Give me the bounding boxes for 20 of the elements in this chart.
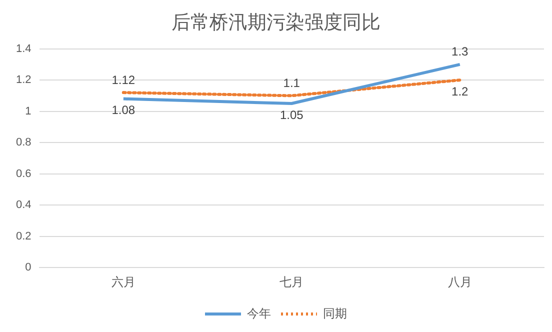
x-tick-label: 八月 bbox=[448, 275, 472, 290]
legend-label: 今年 bbox=[247, 306, 271, 320]
y-tick-label: 0.8 bbox=[16, 136, 32, 149]
data-label: 1.12 bbox=[112, 72, 136, 87]
y-tick-label: 1.2 bbox=[16, 74, 32, 86]
legend-label: 同期 bbox=[323, 306, 347, 320]
y-tick-label: 1 bbox=[25, 105, 32, 118]
data-label: 1.3 bbox=[452, 44, 469, 59]
y-tick-label: 0.6 bbox=[16, 168, 32, 180]
data-label: 1.1 bbox=[283, 76, 300, 90]
x-tick-label: 六月 bbox=[111, 275, 136, 290]
y-tick-label: 0.2 bbox=[16, 230, 32, 242]
data-label: 1.2 bbox=[452, 84, 469, 98]
x-tick-label: 七月 bbox=[280, 275, 304, 290]
y-tick-label: 0.4 bbox=[16, 199, 32, 212]
y-tick-label: 0 bbox=[25, 262, 32, 274]
y-tick-label: 1.4 bbox=[16, 42, 32, 55]
data-label: 1.08 bbox=[112, 103, 136, 118]
chart-title: 后常桥汛期污染强度同比 bbox=[172, 12, 380, 34]
data-label: 1.05 bbox=[280, 108, 304, 122]
